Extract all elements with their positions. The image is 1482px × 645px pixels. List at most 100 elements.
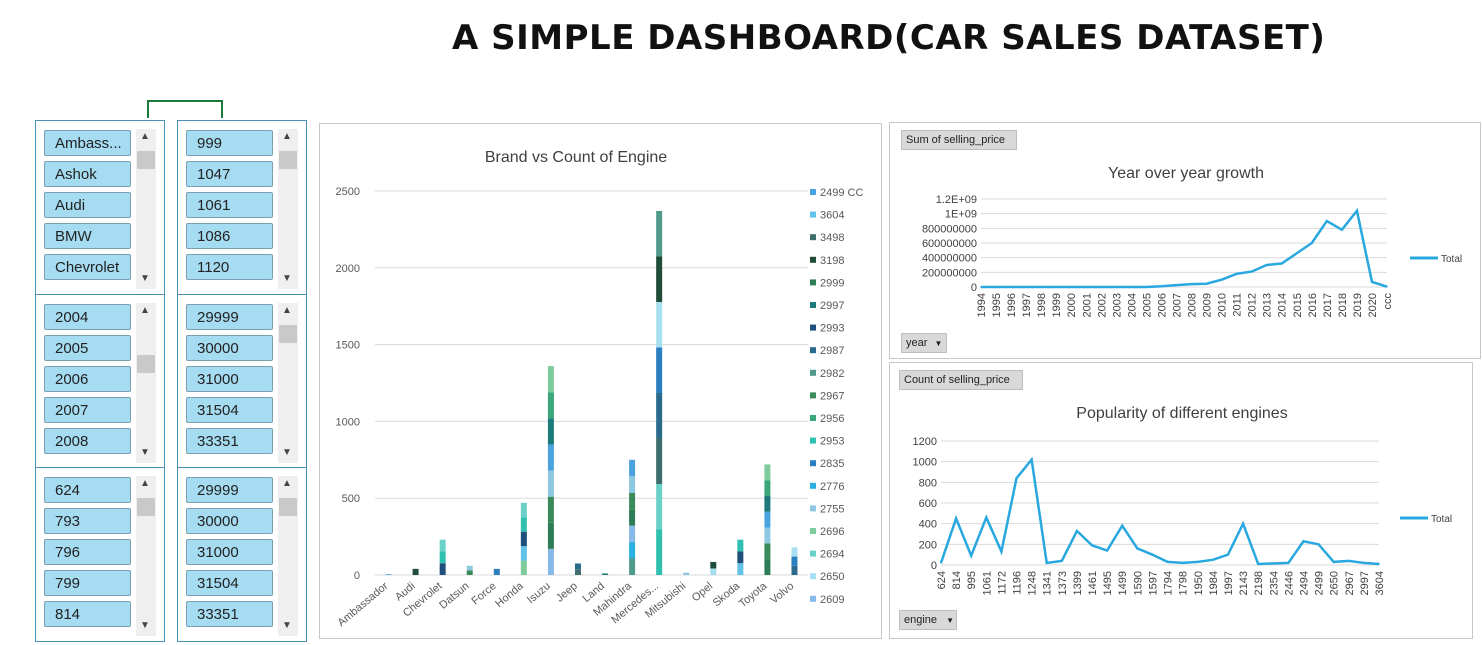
slicer-6[interactable]: 29999 30000 31000 31504 33351 ▲ ▼ bbox=[177, 467, 307, 642]
slicer-item[interactable]: 30000 bbox=[186, 335, 273, 361]
slicer-item[interactable]: Ambass... bbox=[44, 130, 131, 156]
slicer-4[interactable]: 29999 30000 31000 31504 33351 ▲ ▼ bbox=[177, 294, 307, 469]
x-tick-label: Skoda bbox=[711, 580, 743, 610]
data-point bbox=[1347, 560, 1350, 562]
scroll-up-icon[interactable]: ▲ bbox=[140, 478, 150, 489]
x-tick-label: 2003 bbox=[1111, 293, 1123, 317]
x-tick-label: 2010 bbox=[1217, 293, 1229, 317]
yoy-chart-panel[interactable]: Sum of selling_price Year over year grow… bbox=[889, 122, 1481, 359]
slicer-scrollbar[interactable]: ▲ ▼ bbox=[278, 476, 298, 636]
slicer-item[interactable]: Ashok bbox=[44, 161, 131, 187]
slicer-2[interactable]: 999 1047 1061 1086 1120 ▲ ▼ bbox=[177, 120, 307, 295]
slicer-item[interactable]: 814 bbox=[44, 601, 131, 627]
y-tick-label: 1500 bbox=[336, 340, 360, 352]
slicer-item[interactable]: 31000 bbox=[186, 539, 273, 565]
x-tick-label: 1061 bbox=[981, 571, 993, 595]
scroll-thumb[interactable] bbox=[279, 151, 297, 169]
slicer-item[interactable]: 1061 bbox=[186, 192, 273, 218]
slicer-item[interactable]: Audi bbox=[44, 192, 131, 218]
slicer-5[interactable]: 624 793 796 799 814 ▲ ▼ bbox=[35, 467, 165, 642]
slicer-item[interactable]: 33351 bbox=[186, 428, 273, 454]
slicer-item[interactable]: 796 bbox=[44, 539, 131, 565]
slicer-scrollbar[interactable]: ▲ ▼ bbox=[136, 476, 156, 636]
slicer-item[interactable]: 31504 bbox=[186, 397, 273, 423]
scroll-down-icon[interactable]: ▼ bbox=[140, 620, 150, 631]
x-tick-label: 2002 bbox=[1096, 293, 1108, 317]
slicer-scrollbar[interactable]: ▲ ▼ bbox=[278, 303, 298, 463]
engine-chart-panel[interactable]: Count of selling_price Popularity of dif… bbox=[889, 362, 1473, 639]
legend-swatch bbox=[810, 550, 816, 557]
data-point bbox=[1015, 477, 1018, 479]
series-line-total bbox=[981, 207, 1388, 289]
bar-segment bbox=[547, 522, 554, 549]
scroll-thumb[interactable] bbox=[279, 325, 297, 343]
slicer-item[interactable]: 1120 bbox=[186, 254, 273, 280]
scroll-thumb[interactable] bbox=[279, 498, 297, 516]
slicer-item[interactable]: BMW bbox=[44, 223, 131, 249]
data-point bbox=[1000, 550, 1003, 553]
brand-chart-panel[interactable]: Brand vs Count of Engine 0 500 1000 1500 200… bbox=[319, 123, 882, 639]
scroll-down-icon[interactable]: ▼ bbox=[282, 273, 292, 284]
scroll-up-icon[interactable]: ▲ bbox=[140, 131, 150, 142]
bar-segment bbox=[439, 551, 446, 564]
slicer-scrollbar[interactable]: ▲ ▼ bbox=[136, 129, 156, 289]
slicer-item[interactable]: 33351 bbox=[186, 601, 273, 627]
slicer-item[interactable]: 793 bbox=[44, 508, 131, 534]
legend-label: 2999 bbox=[820, 277, 844, 289]
slicer-item[interactable]: 1047 bbox=[186, 161, 273, 187]
x-tick-label: 2009 bbox=[1202, 293, 1214, 317]
scroll-up-icon[interactable]: ▲ bbox=[140, 305, 150, 316]
scroll-down-icon[interactable]: ▼ bbox=[140, 273, 150, 284]
scroll-up-icon[interactable]: ▲ bbox=[282, 478, 292, 489]
data-point bbox=[1025, 286, 1027, 288]
x-tick-label: 1248 bbox=[1027, 571, 1039, 595]
slicer-item[interactable]: 29999 bbox=[186, 477, 273, 503]
slicer-item[interactable]: 2004 bbox=[44, 304, 131, 330]
bar-segment bbox=[520, 502, 527, 518]
slicer-item[interactable]: 31504 bbox=[186, 570, 273, 596]
scroll-thumb[interactable] bbox=[137, 151, 155, 169]
legend-swatch bbox=[810, 415, 816, 421]
data-point bbox=[1175, 284, 1178, 286]
data-point bbox=[1055, 286, 1057, 288]
engine-field-button[interactable]: Count of selling_price bbox=[899, 370, 1023, 390]
slicer-item[interactable]: 31000 bbox=[186, 366, 273, 392]
x-tick-label: 2012 bbox=[1247, 293, 1259, 317]
bar-segment bbox=[764, 464, 771, 481]
x-tick-label: 2000 bbox=[1066, 293, 1078, 317]
year-filter-button[interactable]: year ▼ bbox=[901, 333, 947, 353]
slicer-item[interactable]: 2006 bbox=[44, 366, 131, 392]
engine-chart-line bbox=[939, 456, 1380, 566]
scroll-thumb[interactable] bbox=[137, 355, 155, 373]
slicer-item[interactable]: 30000 bbox=[186, 508, 273, 534]
slicer-item[interactable]: 2007 bbox=[44, 397, 131, 423]
data-point bbox=[1220, 278, 1223, 281]
data-point bbox=[1212, 559, 1214, 561]
slicer-item[interactable]: 2005 bbox=[44, 335, 131, 361]
slicer-3[interactable]: 2004 2005 2006 2007 2008 ▲ ▼ bbox=[35, 294, 165, 469]
yoy-field-button[interactable]: Sum of selling_price bbox=[901, 130, 1017, 150]
slicer-item[interactable]: 624 bbox=[44, 477, 131, 503]
slicer-scrollbar[interactable]: ▲ ▼ bbox=[136, 303, 156, 463]
slicer-scrollbar[interactable]: ▲ ▼ bbox=[278, 129, 298, 289]
slicer-item[interactable]: 999 bbox=[186, 130, 273, 156]
scroll-down-icon[interactable]: ▼ bbox=[140, 447, 150, 458]
scroll-down-icon[interactable]: ▼ bbox=[282, 447, 292, 458]
scroll-thumb[interactable] bbox=[137, 498, 155, 516]
engine-filter-button[interactable]: engine ▼ bbox=[899, 610, 957, 630]
legend-label: 2835 bbox=[820, 458, 844, 470]
slicer-item[interactable]: 1086 bbox=[186, 223, 273, 249]
slicer-1[interactable]: Ambass... Ashok Audi BMW Chevrolet ▲ ▼ bbox=[35, 120, 165, 295]
yoy-chart-svg: Year over year growth 0 200000000 40000000… bbox=[922, 165, 1462, 317]
slicer-item[interactable]: 29999 bbox=[186, 304, 273, 330]
scroll-down-icon[interactable]: ▼ bbox=[282, 620, 292, 631]
scroll-up-icon[interactable]: ▲ bbox=[282, 131, 292, 142]
slicer-item[interactable]: 2008 bbox=[44, 428, 131, 454]
x-tick-label: 814 bbox=[951, 571, 963, 589]
slicer-item[interactable]: 799 bbox=[44, 570, 131, 596]
scroll-up-icon[interactable]: ▲ bbox=[282, 305, 292, 316]
yoy-chart-title: Year over year growth bbox=[1108, 165, 1264, 182]
legend-swatch bbox=[810, 595, 816, 602]
data-point bbox=[1115, 286, 1118, 288]
slicer-item[interactable]: Chevrolet bbox=[44, 254, 131, 280]
